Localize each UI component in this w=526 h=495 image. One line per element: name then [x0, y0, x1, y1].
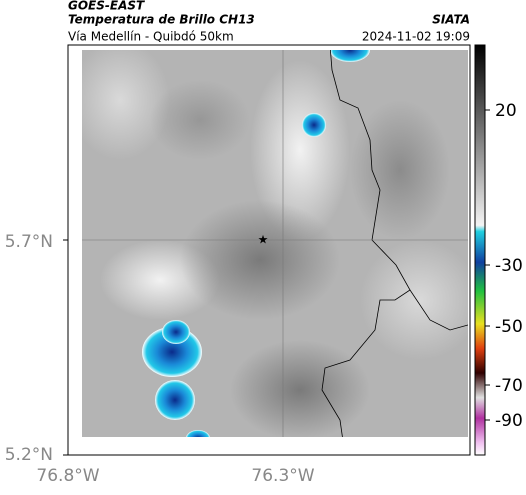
x-label: 76.8°W — [36, 466, 99, 486]
satellite-image — [82, 50, 468, 437]
colorbar-tick-label: 20 — [495, 101, 517, 121]
colorbar — [474, 44, 486, 456]
colorbar-tick-label: -50 — [495, 317, 523, 337]
satellite: GOES-EAST — [68, 0, 145, 13]
source: SIATA — [432, 13, 470, 27]
colorbar-tick-label: -70 — [495, 376, 523, 396]
city-marker: ★ — [258, 233, 269, 247]
datetime: 2024-11-02 19:09 — [362, 30, 470, 44]
subtitle: Vía Medellín - Quibdó 50km — [68, 30, 234, 44]
y-label: 5.2°N — [5, 445, 53, 465]
colorbar-tick-label: -30 — [495, 256, 523, 276]
colorbar-tick-label: -90 — [495, 411, 523, 431]
y-label: 5.7°N — [5, 232, 53, 252]
title: Temperatura de Brillo CH13 — [68, 13, 255, 27]
x-label: 76.3°W — [251, 466, 314, 486]
